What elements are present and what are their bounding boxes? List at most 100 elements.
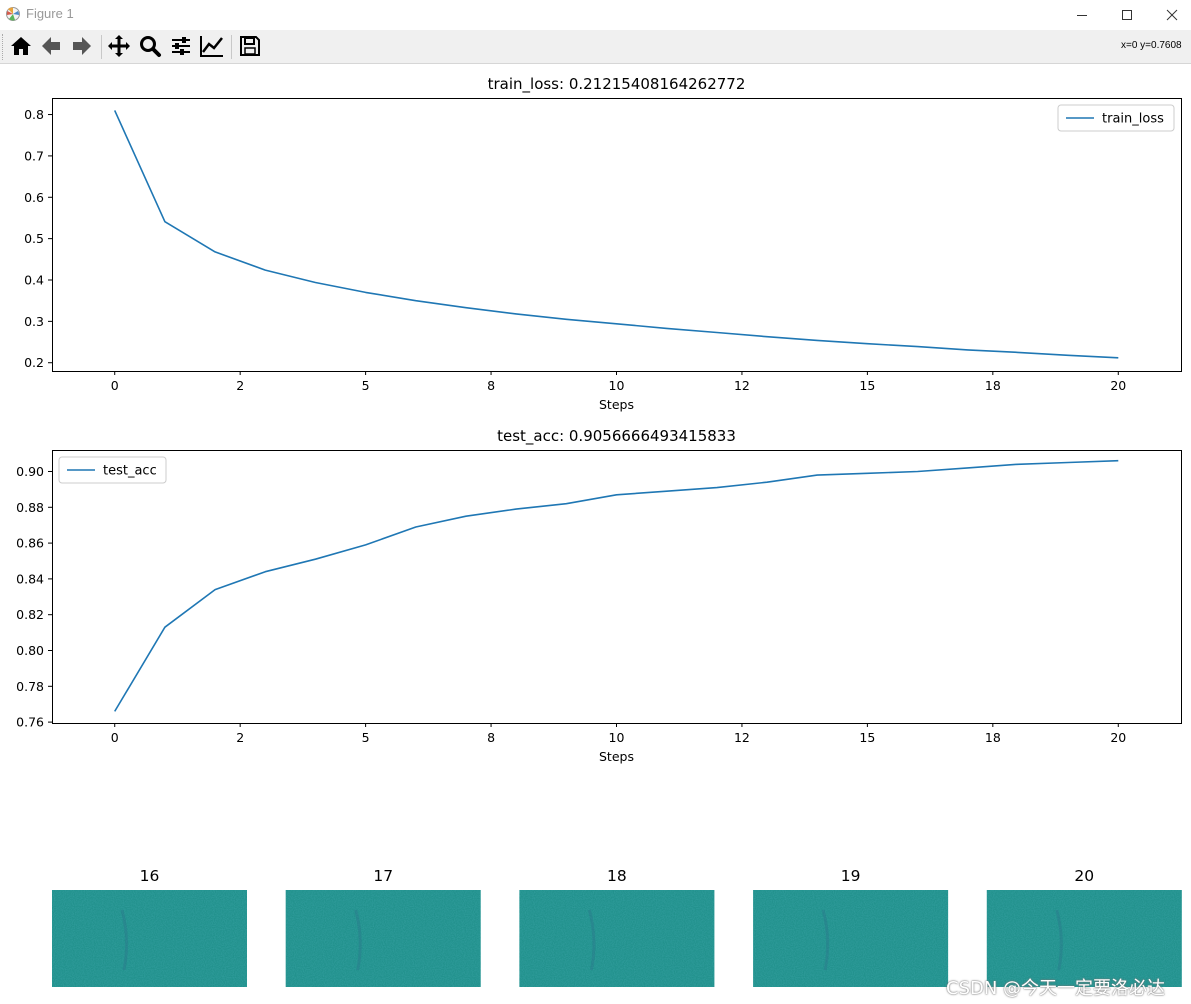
forward-icon bbox=[73, 37, 91, 55]
y-tick-label: 0.8 bbox=[24, 107, 44, 122]
navigation-toolbar bbox=[0, 30, 1191, 64]
customize-button[interactable] bbox=[199, 33, 225, 59]
weight-images-row: 16 17 18 19 20 bbox=[52, 867, 1182, 987]
x-axis-label: Steps bbox=[599, 749, 634, 764]
panel-title: 20 bbox=[1074, 867, 1094, 885]
weight-image-feature bbox=[587, 909, 596, 971]
x-axis-label: Steps bbox=[599, 397, 634, 412]
x-tick-label: 5 bbox=[362, 378, 370, 393]
matplotlib-icon bbox=[6, 7, 20, 21]
window-titlebar: Figure 1 bbox=[0, 0, 1191, 29]
minimize-button[interactable] bbox=[1059, 0, 1105, 29]
panel-title: 16 bbox=[140, 867, 160, 885]
y-tick-label: 0.4 bbox=[24, 273, 44, 288]
weight-image-feature bbox=[821, 909, 830, 971]
legend-box bbox=[1057, 104, 1175, 132]
close-button[interactable] bbox=[1149, 0, 1191, 29]
save-button[interactable] bbox=[237, 33, 263, 59]
y-tick-label: 0.76 bbox=[16, 715, 44, 730]
legend: train_loss bbox=[1057, 104, 1175, 132]
y-tick-label: 0.90 bbox=[16, 464, 44, 479]
x-tick-label: 18 bbox=[985, 378, 1001, 393]
weight-image-texture bbox=[519, 890, 715, 987]
weight-image-texture bbox=[753, 890, 949, 987]
forward-button[interactable] bbox=[69, 33, 95, 59]
x-tick-label: 0 bbox=[111, 378, 119, 393]
y-tick-label: 0.86 bbox=[16, 536, 44, 551]
x-tick-label: 15 bbox=[859, 378, 875, 393]
x-tick-label: 8 bbox=[487, 730, 495, 745]
figure-canvas[interactable]: train_loss: 0.21215408164262772 0 2 5 8 10 12 1… bbox=[0, 63, 1191, 1004]
weight-image-panel: 17 bbox=[285, 867, 481, 987]
x-tick-label: 0 bbox=[111, 730, 119, 745]
cursor-coordinates: x=0 y=0.7608 bbox=[1121, 40, 1182, 51]
home-button[interactable] bbox=[8, 33, 34, 59]
pan-icon bbox=[108, 35, 130, 57]
y-tick-label: 0.82 bbox=[16, 607, 44, 622]
zoom-icon bbox=[140, 36, 161, 57]
y-tick-label: 0.78 bbox=[16, 679, 44, 694]
chart-title: train_loss: 0.21215408164262772 bbox=[488, 75, 746, 94]
y-tick-label: 0.88 bbox=[16, 500, 44, 515]
series-line-test_acc bbox=[114, 459, 1119, 712]
weight-image-panel: 20 bbox=[986, 867, 1182, 987]
save-icon bbox=[240, 36, 260, 56]
y-tick-label: 0.5 bbox=[24, 231, 44, 246]
close-icon bbox=[1166, 9, 1178, 20]
subplots-icon bbox=[172, 37, 190, 55]
x-tick-label: 10 bbox=[609, 730, 625, 745]
weight-image-texture bbox=[285, 890, 481, 987]
x-tick-label: 2 bbox=[236, 378, 244, 393]
x-tick-label: 12 bbox=[734, 730, 750, 745]
toolbar-grip bbox=[2, 34, 5, 60]
series-line-train_loss bbox=[113, 110, 1119, 359]
y-tick-label: 0.6 bbox=[24, 190, 44, 205]
y-tick-label: 0.84 bbox=[16, 571, 44, 586]
minimize-icon bbox=[1077, 14, 1087, 16]
legend-box bbox=[58, 456, 167, 484]
home-icon bbox=[11, 37, 31, 55]
watermark: CSDN @今天一定要洛必达 bbox=[946, 978, 1166, 999]
weight-image-panel: 19 bbox=[753, 867, 949, 987]
test-acc-chart: test_acc: 0.9056666493415833 0 2 5 8 10 12 15 18… bbox=[16, 427, 1182, 764]
x-tick-label: 18 bbox=[985, 730, 1001, 745]
customize-icon bbox=[200, 36, 223, 57]
x-tick-label: 8 bbox=[487, 378, 495, 393]
window-title: Figure 1 bbox=[26, 6, 74, 21]
y-tick-label: 0.80 bbox=[16, 643, 44, 658]
x-tick-label: 2 bbox=[236, 730, 244, 745]
weight-image-feature bbox=[354, 909, 362, 971]
zoom-button[interactable] bbox=[137, 33, 163, 59]
maximize-button[interactable] bbox=[1104, 0, 1150, 29]
legend-label: train_loss bbox=[1102, 112, 1164, 127]
weight-image-feature bbox=[1055, 909, 1063, 971]
axes-frame bbox=[52, 98, 1182, 372]
panel-title: 17 bbox=[373, 867, 393, 885]
y-tick-label: 0.2 bbox=[24, 355, 44, 370]
x-tick-label: 20 bbox=[1110, 378, 1126, 393]
x-tick-label: 20 bbox=[1110, 730, 1126, 745]
weight-image-panel: 16 bbox=[52, 867, 247, 987]
pan-button[interactable] bbox=[106, 33, 132, 59]
x-tick-label: 10 bbox=[609, 378, 625, 393]
weight-image-panel: 18 bbox=[519, 867, 715, 987]
toolbar-separator bbox=[101, 35, 102, 59]
chart-title: test_acc: 0.9056666493415833 bbox=[497, 427, 736, 446]
legend-label: test_acc bbox=[103, 464, 157, 479]
weight-image-texture bbox=[986, 890, 1182, 987]
legend: test_acc bbox=[58, 456, 167, 484]
subplots-button[interactable] bbox=[168, 33, 194, 59]
y-tick-label: 0.3 bbox=[24, 314, 44, 329]
maximize-icon bbox=[1122, 9, 1132, 20]
panel-title: 19 bbox=[841, 867, 861, 885]
x-tick-label: 5 bbox=[362, 730, 370, 745]
back-button[interactable] bbox=[38, 33, 64, 59]
y-tick-label: 0.7 bbox=[24, 148, 44, 163]
x-tick-label: 15 bbox=[859, 730, 875, 745]
back-icon bbox=[42, 37, 60, 55]
train-loss-chart: train_loss: 0.21215408164262772 0 2 5 8 10 12 1… bbox=[24, 75, 1182, 412]
panel-title: 18 bbox=[607, 867, 627, 885]
toolbar-separator bbox=[231, 35, 232, 59]
weight-image-feature bbox=[120, 909, 129, 971]
weight-image-texture bbox=[52, 890, 247, 987]
